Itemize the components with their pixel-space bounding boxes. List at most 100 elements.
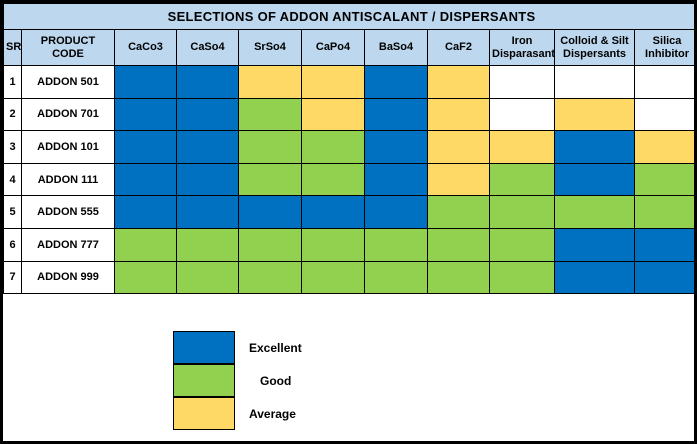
rating-cell-good — [238, 162, 302, 197]
column-header-capo4: CaPo4 — [301, 29, 365, 66]
column-header-colloid-silt-dispersants: Colloid & Silt Dispersants — [554, 29, 635, 66]
rating-cell-blank — [489, 97, 555, 132]
rating-cell-excellent — [633, 227, 694, 262]
rating-cell-good — [427, 195, 490, 229]
rating-cell-excellent — [176, 130, 239, 164]
rating-cell-excellent — [364, 162, 428, 197]
rating-cell-excellent — [176, 162, 239, 197]
rating-cell-excellent — [114, 130, 177, 164]
rating-cell-excellent — [364, 130, 428, 164]
legend-swatch-excellent — [173, 331, 235, 365]
product-cell: ADDON 111 — [21, 162, 115, 197]
column-header-silica-inhibitor: Silica Inhibitor — [633, 29, 694, 66]
rating-cell-average — [238, 65, 302, 99]
rating-cell-average — [427, 65, 490, 99]
column-header-caso4: CaSo4 — [176, 29, 239, 66]
sr-cell: 7 — [3, 260, 22, 295]
rating-cell-blank — [554, 65, 635, 99]
rating-cell-excellent — [633, 260, 694, 295]
column-header-srso4: SrSo4 — [238, 29, 302, 66]
rating-cell-blank — [489, 65, 555, 99]
legend-item-average: Average — [173, 396, 433, 430]
rating-cell-good — [364, 227, 428, 262]
table-body: 1 ADDON 501 2 ADDON 701 3 ADDON 101 4 ADDON 111… — [3, 65, 694, 295]
rating-cell-excellent — [554, 162, 635, 197]
rating-cell-average — [427, 97, 490, 132]
rating-cell-excellent — [554, 227, 635, 262]
column-header-caf2: CaF2 — [427, 29, 490, 66]
column-header-caco3: CaCo3 — [114, 29, 177, 66]
column-header-sr: SR — [3, 29, 22, 66]
product-cell: ADDON 101 — [21, 130, 115, 164]
product-cell: ADDON 999 — [21, 260, 115, 295]
rating-cell-excellent — [554, 130, 635, 164]
table-row: 6 ADDON 777 — [3, 227, 694, 262]
rating-cell-good — [176, 227, 239, 262]
legend-item-excellent: Excellent — [173, 331, 433, 365]
rating-cell-excellent — [554, 260, 635, 295]
rating-cell-good — [301, 227, 365, 262]
rating-cell-good — [427, 260, 490, 295]
rating-cell-average — [301, 65, 365, 99]
rating-cell-excellent — [114, 162, 177, 197]
rating-cell-good — [238, 260, 302, 295]
rating-cell-good — [238, 97, 302, 132]
rating-cell-excellent — [114, 97, 177, 132]
column-header-iron-disparasant: Iron Disparasant — [489, 29, 555, 66]
rating-cell-excellent — [114, 195, 177, 229]
rating-cell-good — [489, 195, 555, 229]
rating-cell-good — [176, 260, 239, 295]
table-row: 7 ADDON 999 — [3, 260, 694, 295]
legend-item-good: Good — [173, 363, 433, 397]
product-cell: ADDON 777 — [21, 227, 115, 262]
legend-label: Good — [260, 373, 292, 388]
rating-cell-average — [427, 130, 490, 164]
table-row: 5 ADDON 555 — [3, 195, 694, 229]
sr-cell: 3 — [3, 130, 22, 164]
product-cell: ADDON 555 — [21, 195, 115, 229]
rating-cell-excellent — [176, 65, 239, 99]
rating-cell-excellent — [364, 97, 428, 132]
selection-table: SELECTIONS OF ADDON ANTISCALANT / DISPER… — [3, 3, 694, 295]
table-row: 4 ADDON 111 — [3, 162, 694, 197]
rating-cell-excellent — [238, 195, 302, 229]
rating-cell-blank — [633, 65, 694, 99]
rating-cell-good — [238, 130, 302, 164]
rating-cell-excellent — [301, 195, 365, 229]
rating-cell-good — [301, 130, 365, 164]
sr-cell: 5 — [3, 195, 22, 229]
legend-label: Average — [249, 406, 296, 421]
rating-cell-good — [301, 260, 365, 295]
rating-cell-good — [114, 260, 177, 295]
rating-cell-good — [554, 195, 635, 229]
rating-cell-good — [427, 227, 490, 262]
table-row: 2 ADDON 701 — [3, 97, 694, 132]
column-header-product-code: PRODUCT CODE — [21, 29, 115, 66]
rating-cell-average — [633, 130, 694, 164]
rating-cell-excellent — [364, 65, 428, 99]
sr-cell: 2 — [3, 97, 22, 132]
rating-cell-excellent — [364, 195, 428, 229]
legend-swatch-good — [173, 363, 235, 397]
sr-cell: 6 — [3, 227, 22, 262]
rating-cell-excellent — [176, 195, 239, 229]
rating-cell-good — [364, 260, 428, 295]
table-header-row: SR PRODUCT CODE CaCo3 CaSo4 SrSo4 CaPo4 BaSo4 C… — [3, 29, 694, 66]
rating-cell-average — [489, 130, 555, 164]
legend-swatch-average — [173, 396, 235, 430]
rating-cell-excellent — [114, 65, 177, 99]
table-row: 3 ADDON 101 — [3, 130, 694, 164]
rating-cell-good — [489, 162, 555, 197]
rating-cell-good — [301, 162, 365, 197]
legend: Excellent Good Average — [173, 331, 433, 430]
column-header-baso4: BaSo4 — [364, 29, 428, 66]
rating-cell-good — [489, 260, 555, 295]
rating-cell-average — [554, 97, 635, 132]
rating-cell-good — [238, 227, 302, 262]
chart-title: SELECTIONS OF ADDON ANTISCALANT / DISPER… — [3, 3, 694, 30]
rating-cell-excellent — [176, 97, 239, 132]
rating-cell-blank — [633, 97, 694, 132]
rating-cell-average — [427, 162, 490, 197]
legend-label: Excellent — [249, 340, 302, 355]
